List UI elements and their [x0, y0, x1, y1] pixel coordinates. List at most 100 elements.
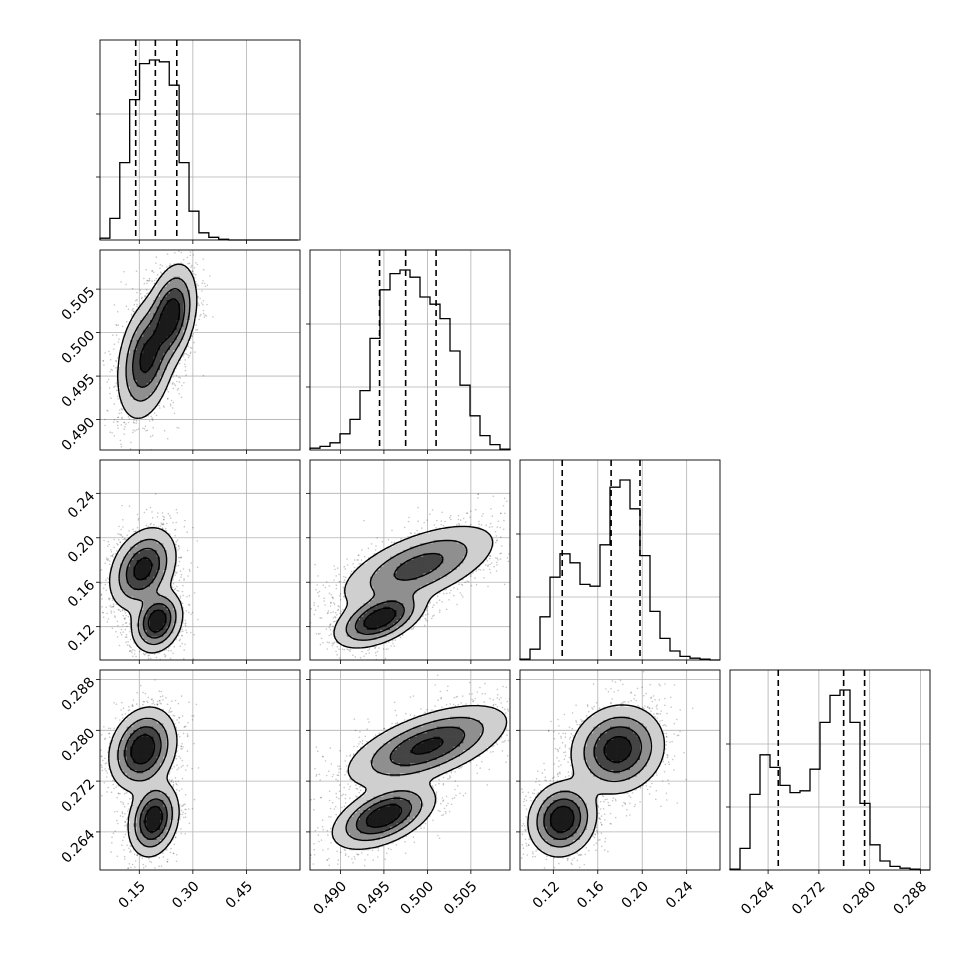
- scatter-point: [114, 435, 116, 437]
- density-cell: [140, 410, 144, 414]
- density-cell: [140, 307, 144, 311]
- scatter-point: [197, 566, 199, 568]
- density-cell: [180, 283, 184, 287]
- scatter-point: [202, 304, 204, 306]
- density-cell: [190, 320, 194, 324]
- density-cell: [143, 407, 147, 411]
- scatter-point: [124, 422, 126, 424]
- density-cell: [180, 343, 184, 347]
- scatter-point: [203, 269, 205, 271]
- scatter-point: [184, 353, 186, 355]
- scatter-point: [185, 622, 187, 624]
- scatter-point: [207, 285, 209, 287]
- density-cell: [167, 323, 171, 327]
- density-cell: [133, 337, 137, 341]
- scatter-point: [183, 568, 185, 570]
- density-cell: [170, 310, 174, 314]
- density-cell: [157, 337, 161, 341]
- scatter-point: [135, 422, 137, 424]
- density-cell: [143, 323, 147, 327]
- density-cell: [190, 280, 194, 284]
- scatter-point: [169, 265, 171, 267]
- scatter-point: [136, 270, 138, 272]
- scatter-point: [178, 557, 180, 559]
- scatter-point: [181, 574, 183, 576]
- scatter-point: [182, 595, 184, 597]
- density-cell: [167, 340, 171, 344]
- density-cell: [150, 310, 154, 314]
- scatter-point: [179, 580, 181, 582]
- density-cell: [153, 363, 157, 367]
- density-cell: [147, 333, 151, 337]
- scatter-point: [121, 418, 123, 420]
- scatter-point: [120, 632, 122, 634]
- scatter-point: [133, 311, 135, 313]
- scatter-point: [178, 250, 180, 252]
- scatter-point: [114, 419, 116, 421]
- scatter-point: [121, 412, 123, 414]
- scatter-point: [117, 425, 119, 427]
- density-cell: [120, 393, 124, 397]
- density-cell: [160, 330, 164, 334]
- scatter-point: [109, 393, 111, 395]
- scatter-point: [186, 632, 188, 634]
- density-cell: [163, 377, 167, 381]
- scatter-point: [118, 324, 120, 326]
- scatter-point: [118, 338, 120, 340]
- scatter-point: [130, 442, 132, 444]
- density-cell: [173, 283, 177, 287]
- scatter-point: [173, 402, 175, 404]
- density-cell: [183, 337, 187, 341]
- scatter-point: [201, 290, 203, 292]
- scatter-point: [138, 518, 140, 520]
- scatter-point: [202, 283, 204, 285]
- density-cell: [173, 303, 177, 307]
- density-cell: [137, 390, 141, 394]
- density-cell: [157, 373, 161, 377]
- scatter-point: [113, 403, 115, 405]
- scatter-point: [113, 547, 115, 549]
- density-cell: [163, 317, 167, 321]
- scatter-point: [175, 385, 177, 387]
- density-cell: [137, 350, 141, 354]
- density-cell: [147, 363, 151, 367]
- scatter-point: [186, 610, 188, 612]
- scatter-point: [125, 636, 127, 638]
- scatter-point: [174, 252, 176, 254]
- density-cell: [153, 380, 157, 384]
- scatter-point: [118, 539, 120, 541]
- scatter-point: [111, 432, 113, 434]
- density-cell: [143, 380, 147, 384]
- density-cell: [163, 323, 167, 327]
- density-cell: [170, 360, 174, 364]
- scatter-point: [181, 635, 183, 637]
- scatter-point: [125, 615, 127, 617]
- density-cell: [123, 393, 127, 397]
- scatter-point: [179, 640, 181, 642]
- scatter-point: [152, 419, 154, 421]
- scatter-point: [139, 289, 141, 291]
- scatter-point: [195, 262, 197, 264]
- scatter-point: [120, 443, 122, 445]
- density-cell: [130, 407, 134, 411]
- density-cell: [127, 373, 131, 377]
- scatter-point: [198, 319, 200, 321]
- density-cell: [163, 333, 167, 337]
- density-cell: [120, 363, 124, 367]
- scatter-point: [176, 590, 178, 592]
- density-cell: [157, 357, 161, 361]
- density-cell: [133, 340, 137, 344]
- scatter-point: [117, 421, 119, 423]
- scatter-point: [176, 375, 178, 377]
- density-cell: [123, 347, 127, 351]
- density-cell: [170, 313, 174, 317]
- scatter-point: [136, 292, 138, 294]
- density-cell: [130, 403, 134, 407]
- scatter-point: [137, 519, 139, 521]
- density-cell: [123, 397, 127, 401]
- scatter-point: [130, 448, 132, 450]
- density-cell: [120, 387, 124, 391]
- scatter-point: [113, 539, 115, 541]
- scatter-point: [126, 626, 128, 628]
- density-cell: [190, 310, 194, 314]
